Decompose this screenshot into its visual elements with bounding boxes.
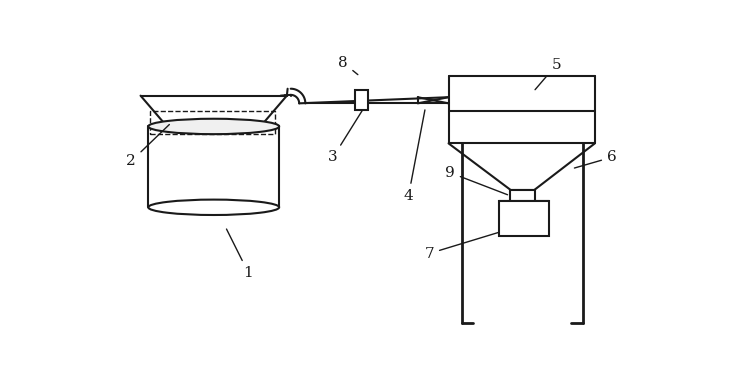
Text: 4: 4 <box>403 110 425 203</box>
Ellipse shape <box>148 119 279 134</box>
Text: 2: 2 <box>127 125 169 168</box>
Text: 6: 6 <box>574 150 616 168</box>
Bar <box>354 90 369 110</box>
Bar <box>149 111 275 134</box>
Text: 1: 1 <box>226 229 253 280</box>
Text: 8: 8 <box>338 55 358 74</box>
Bar <box>499 201 548 236</box>
Text: 3: 3 <box>329 104 366 164</box>
Bar <box>510 190 535 201</box>
Text: 7: 7 <box>425 227 515 261</box>
Text: 9: 9 <box>445 166 508 195</box>
Text: 5: 5 <box>535 58 561 90</box>
